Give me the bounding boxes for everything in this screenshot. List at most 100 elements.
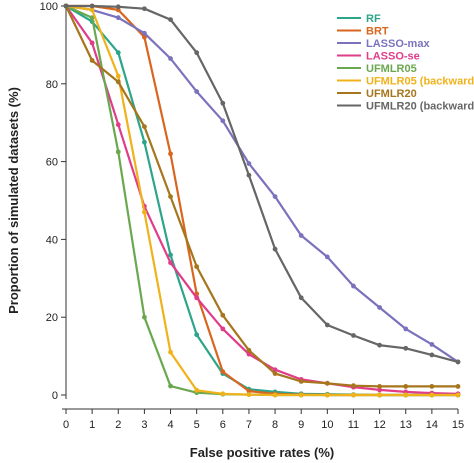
data-point [194,332,200,338]
data-point [115,73,121,79]
data-point [194,387,200,393]
data-point [403,326,409,332]
legend-label: BRT [366,26,389,38]
data-point [351,333,356,338]
data-point [455,359,461,365]
data-point [142,139,147,145]
data-point [115,15,121,21]
data-point [377,387,382,393]
data-point [403,392,409,398]
x-tick-label: 7 [246,419,252,431]
data-point [89,3,95,9]
x-tick-label: 6 [220,419,226,431]
data-point [324,322,330,328]
legend-label: UFMLR05 (backward) [366,76,474,88]
y-tick-label: 20 [46,312,58,324]
data-point [351,283,356,289]
data-point [377,384,382,389]
data-point [246,388,252,394]
series-line [65,4,458,397]
data-point [142,6,147,12]
series-ufmlr05-backward [63,3,461,398]
data-point [142,314,147,320]
data-point [324,380,330,386]
data-point [220,118,226,124]
data-point [298,392,304,398]
x-tick-label: 10 [321,419,333,431]
data-point [272,246,278,252]
y-tick-label: 80 [46,79,58,91]
legend-label: UFMLR20 [366,88,417,100]
data-point [115,4,121,10]
x-tick-label: 3 [141,419,147,431]
data-point [298,378,304,384]
data-point [429,392,435,398]
data-point [89,7,95,13]
x-tick-label: 4 [167,419,173,431]
data-point [429,384,435,389]
data-point [115,122,121,128]
data-point [246,351,252,357]
x-tick-label: 14 [426,419,438,431]
legend-label: UFMLR05 [366,63,417,75]
data-point [168,151,173,157]
data-point [220,326,226,332]
data-point [272,392,278,398]
data-point [429,352,435,358]
data-point [377,305,382,310]
x-tick-label: 12 [373,419,385,431]
x-tick-label: 9 [298,419,304,431]
legend-item: UFMLR20 (backward) [337,101,474,113]
data-point [403,345,409,351]
data-point [89,15,95,21]
data-point [194,295,200,301]
data-point [298,233,304,238]
data-point [246,392,252,398]
x-tick-label: 2 [115,419,121,431]
data-point [115,50,121,56]
data-point [168,349,173,355]
data-point [246,347,252,353]
data-point [429,342,435,347]
data-point [168,56,173,61]
legend-item: UFMLR05 [337,63,417,75]
data-point [351,392,356,398]
data-point [115,79,121,85]
data-point [194,264,200,270]
data-point [168,260,173,266]
data-point [89,40,95,46]
data-point [377,392,382,398]
data-point [168,383,173,389]
data-point [403,384,409,389]
data-point [298,295,304,301]
data-point [324,392,330,398]
x-tick-label: 0 [63,419,69,431]
data-point [142,124,147,129]
x-tick-label: 1 [89,419,95,431]
data-point [220,369,226,375]
legend-label: LASSO-max [366,38,430,50]
y-tick-label: 40 [46,234,58,246]
data-point [142,30,147,36]
data-point [455,384,461,389]
legend-label: LASSO-se [366,51,420,63]
data-point [115,149,121,155]
data-point [272,371,278,377]
data-point [272,194,278,200]
data-point [220,100,226,106]
x-tick-label: 15 [452,419,464,431]
data-point [89,58,95,63]
data-point [246,161,252,166]
legend-label: UFMLR20 (backward) [366,101,474,113]
legend-item: BRT [337,26,389,38]
x-axis-title: False positive rates (%) [190,445,335,460]
data-point [351,383,356,389]
legend-item: UFMLR20 [337,88,417,100]
data-point [194,50,200,56]
legend-item: RF [337,13,381,25]
data-point [168,194,173,200]
legend-item: UFMLR05 (backward) [337,76,474,88]
